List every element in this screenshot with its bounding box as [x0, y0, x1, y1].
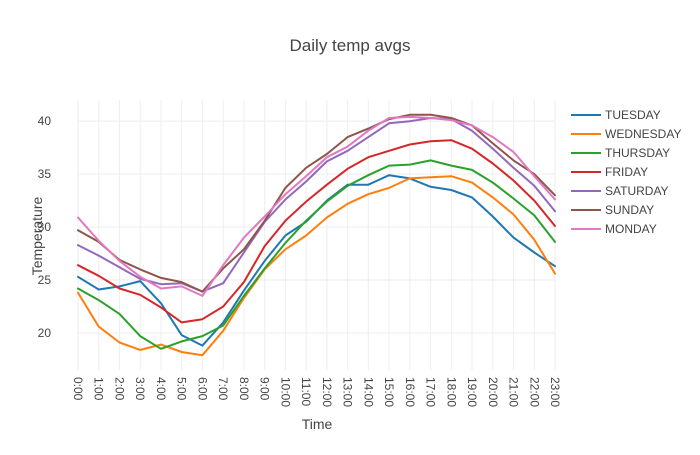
x-tick-label: 20:00 — [486, 377, 500, 407]
x-tick-label: 7:00 — [216, 377, 230, 401]
series-line-saturday[interactable] — [77, 117, 556, 293]
x-tick-label: 9:00 — [258, 377, 272, 401]
series-lines — [77, 113, 556, 357]
x-tick-label: 23:00 — [548, 377, 562, 407]
series-line-friday[interactable] — [77, 139, 556, 324]
legend-item-saturday[interactable]: SATURDAY — [571, 184, 669, 198]
y-axis-ticks: 20 25 30 35 40 — [38, 114, 52, 340]
x-tick-label: 13:00 — [341, 377, 355, 407]
series-line-monday[interactable] — [77, 115, 556, 297]
y-tick-label: 25 — [38, 273, 52, 287]
x-tick-label: 1:00 — [92, 377, 106, 401]
x-tick-label: 12:00 — [320, 377, 334, 407]
y-tick-label: 40 — [38, 114, 52, 128]
legend-item-sunday[interactable]: SUNDAY — [571, 203, 654, 217]
x-tick-label: 2:00 — [112, 377, 126, 401]
grid — [77, 100, 556, 370]
legend-label: SUNDAY — [605, 203, 654, 217]
x-tick-label: 18:00 — [444, 377, 458, 407]
chart-title: Daily temp avgs — [290, 36, 411, 55]
legend-item-monday[interactable]: MONDAY — [571, 222, 657, 236]
x-tick-label: 22:00 — [527, 377, 541, 407]
y-tick-label: 20 — [38, 326, 52, 340]
x-tick-label: 14:00 — [361, 377, 375, 407]
y-tick-label: 30 — [38, 220, 52, 234]
x-tick-label: 6:00 — [195, 377, 209, 401]
legend-item-thursday[interactable]: THURSDAY — [571, 146, 670, 160]
y-tick-label: 35 — [38, 167, 52, 181]
x-tick-label: 3:00 — [133, 377, 147, 401]
x-axis-label: Time — [302, 416, 333, 432]
legend-label: TUESDAY — [605, 108, 661, 122]
x-tick-label: 19:00 — [465, 377, 479, 407]
x-tick-label: 8:00 — [237, 377, 251, 401]
legend-item-friday[interactable]: FRIDAY — [571, 165, 648, 179]
legend-label: WEDNESDAY — [605, 127, 681, 141]
x-tick-label: 15:00 — [382, 377, 396, 407]
x-axis-ticks: 0:00 1:00 2:00 3:00 4:00 5:00 6:00 7:00 8:00 9:00… — [71, 377, 562, 407]
x-tick-label: 4:00 — [154, 377, 168, 401]
x-tick-label: 0:00 — [71, 377, 85, 401]
x-tick-label: 16:00 — [403, 377, 417, 407]
x-tick-label: 21:00 — [507, 377, 521, 407]
legend-label: THURSDAY — [605, 146, 670, 160]
x-tick-label: 10:00 — [278, 377, 292, 407]
series-line-wednesday[interactable] — [77, 175, 556, 357]
legend-item-wednesday[interactable]: WEDNESDAY — [571, 127, 681, 141]
legend-label: FRIDAY — [605, 165, 648, 179]
series-line-tuesday[interactable] — [77, 174, 556, 347]
legend-label: SATURDAY — [605, 184, 669, 198]
legend-label: MONDAY — [605, 222, 657, 236]
x-tick-label: 11:00 — [299, 377, 313, 406]
x-tick-label: 5:00 — [175, 377, 189, 401]
legend-item-tuesday[interactable]: TUESDAY — [571, 108, 661, 122]
series-line-thursday[interactable] — [77, 159, 556, 350]
legend[interactable]: TUESDAY WEDNESDAY THURSDAY FRIDAY SATURDAY SU… — [571, 108, 681, 236]
y-axis-label: Temperature — [29, 196, 45, 275]
x-tick-label: 17:00 — [424, 377, 438, 407]
